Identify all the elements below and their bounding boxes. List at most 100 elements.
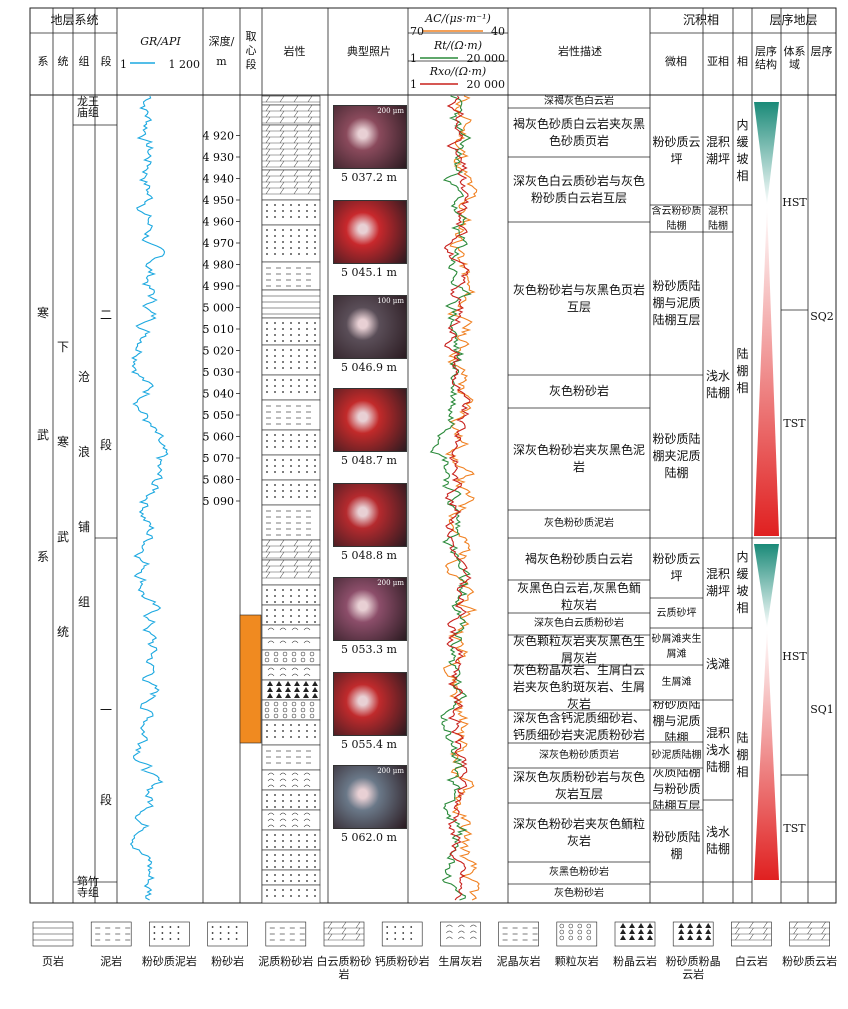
lithology-layer-box — [261, 719, 321, 746]
silt-dot — [169, 938, 172, 940]
bio-shell — [267, 778, 275, 782]
silt-dot — [227, 926, 230, 928]
grain-circle — [300, 657, 306, 663]
dolo-slash — [279, 187, 285, 195]
subfacies-cell: 浅滩 — [705, 656, 730, 671]
grain-circle — [273, 713, 279, 719]
silt-dot — [282, 379, 284, 381]
silt-dot — [298, 434, 300, 436]
silt-dot — [177, 938, 180, 940]
lithology-layer-grain — [261, 699, 321, 721]
core-photo — [333, 672, 407, 736]
silt-dot — [306, 736, 308, 738]
bio-shell — [303, 627, 311, 631]
silt-dot — [298, 253, 300, 255]
subfacies-cell: 混积潮坪 — [705, 134, 730, 166]
silt-dot — [274, 361, 276, 363]
silt-dot — [306, 806, 308, 808]
header-stratigraphy: 地层系统 — [50, 13, 99, 27]
dolo-slash — [307, 160, 313, 168]
silt-dot — [314, 229, 316, 231]
silt-dot — [298, 235, 300, 237]
lithology-layer-bio — [261, 664, 321, 681]
silt-dot — [274, 609, 276, 611]
silt-dot — [298, 840, 300, 842]
legend-label: 泥质粉砂岩 — [258, 955, 314, 968]
systems-tract-cell: HST — [782, 649, 807, 663]
silt-dot — [282, 840, 284, 842]
lithology-layer-silt — [261, 884, 321, 904]
grain-circle — [577, 935, 583, 941]
header-subfacies: 亚相 — [707, 55, 729, 68]
silt-dot — [282, 895, 284, 897]
silt-dot — [298, 216, 300, 218]
dolo-slash — [341, 927, 347, 935]
silt-dot — [314, 391, 316, 393]
silt-dot — [298, 866, 300, 868]
silt-dot — [298, 874, 300, 876]
silt-dot — [314, 385, 316, 387]
depth-label: 4 970 — [203, 237, 235, 250]
silt-dot — [298, 247, 300, 249]
silt-dot — [306, 621, 308, 623]
silt-dot — [290, 595, 292, 597]
photo-scale-bar: 200 μm — [377, 107, 404, 115]
systems-tract-cell: TST — [783, 417, 806, 430]
crystal-mark — [705, 929, 712, 934]
legend-label: 粉晶云岩 — [613, 955, 657, 968]
silt-dot — [274, 621, 276, 623]
silt-dot — [298, 241, 300, 243]
lithology-description: 褐灰色砂质白云岩夹灰黑色砂质页岩 — [512, 116, 645, 148]
dolo-slash — [307, 136, 313, 144]
silt-dot — [298, 834, 300, 836]
silt-dot — [298, 609, 300, 611]
silt-dot — [266, 446, 268, 448]
silt-dot — [274, 484, 276, 486]
silt-dot — [282, 322, 284, 324]
lithology-layer-shale — [261, 289, 321, 319]
silt-dot — [306, 204, 308, 206]
lithology-layer-box — [261, 261, 321, 291]
dolo-slash — [279, 104, 285, 112]
dolo-slash — [265, 110, 271, 118]
silt-dot — [266, 834, 268, 836]
silt-dot — [314, 355, 316, 357]
silt-dot — [274, 385, 276, 387]
silt-dot — [306, 253, 308, 255]
legend-label: 白云质粉砂岩 — [316, 955, 372, 981]
depth-label: 4 990 — [203, 280, 235, 293]
bio-shell — [291, 784, 299, 788]
silt-dot — [314, 496, 316, 498]
silt-dot — [314, 204, 316, 206]
lithology-layer-silt — [261, 317, 321, 346]
dolo-slash — [793, 933, 798, 941]
grain-circle — [300, 651, 306, 657]
silt-dot — [266, 340, 268, 342]
dolo-slash — [293, 160, 299, 168]
rxo-curve — [443, 95, 472, 901]
silt-dot — [298, 800, 300, 802]
lithology-layer-silt — [261, 344, 321, 376]
bio-shell — [267, 818, 275, 822]
silt-dot — [314, 459, 316, 461]
silt-dot — [306, 446, 308, 448]
silt-dot — [306, 615, 308, 617]
bio-shell — [458, 924, 465, 928]
grain-circle — [282, 657, 288, 663]
dolo-slash — [265, 539, 271, 547]
header-photos: 典型照片 — [347, 45, 391, 58]
silt-dot — [314, 806, 316, 808]
silt-dot — [290, 241, 292, 243]
dolo-slash — [279, 110, 285, 118]
lithology-description: 深灰色粉砂质页岩 — [539, 749, 619, 761]
silt-dot — [290, 216, 292, 218]
silt-dot — [314, 601, 316, 603]
silt-dot — [282, 446, 284, 448]
microfacies-cell: 含云粉砂质陆棚 — [651, 206, 702, 231]
crystal-mark — [294, 687, 300, 692]
lithology-layer-crystal — [672, 921, 714, 947]
core-photo: 200 μm — [333, 765, 407, 829]
lithology-layer-crystal — [614, 921, 656, 947]
bio-shell — [303, 772, 311, 776]
silt-dot — [282, 866, 284, 868]
